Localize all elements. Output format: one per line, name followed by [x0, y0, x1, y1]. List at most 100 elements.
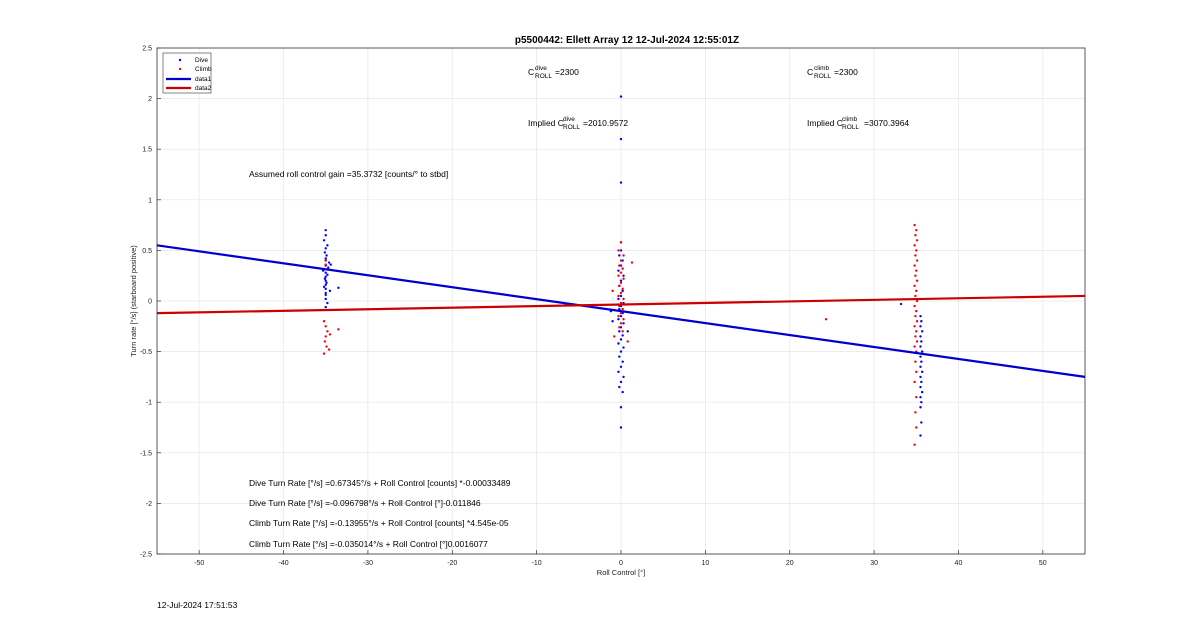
dive-point — [324, 291, 327, 295]
series-layer — [156, 95, 1086, 446]
dive-point — [322, 285, 326, 289]
climb-point — [327, 348, 331, 351]
climb-point — [621, 287, 624, 291]
climb-point — [915, 320, 919, 323]
y-tick-label: 1 — [148, 197, 152, 204]
climb-point — [914, 274, 917, 277]
climb-point — [622, 318, 625, 321]
implied-dive-sup: dive — [563, 116, 575, 123]
x-tick-label: 40 — [955, 560, 963, 567]
dive-point — [324, 271, 327, 274]
dive-point — [920, 330, 924, 333]
climb-point — [915, 259, 919, 262]
climb-point — [913, 345, 916, 348]
dive-point — [618, 254, 621, 257]
fit-climb-counts: Climb Turn Rate [°/s] =-0.13955°/s + Rol… — [249, 518, 509, 528]
implied-dive-annotation: Implied C dive ROLL =2010.9572 — [528, 116, 628, 131]
climb-point — [915, 279, 919, 282]
dive-point — [324, 234, 327, 237]
fit-dive-counts: Dive Turn Rate [°/s] =0.67345°/s + Roll … — [249, 478, 511, 488]
y-tick-label: 0.5 — [142, 248, 152, 255]
legend-climb-label: Climb — [195, 66, 212, 73]
climb-point — [913, 223, 916, 227]
y-axis: -2.5 -2 -1.5 -1 -0.5 0 0.5 1 1.5 2 2.5 — [140, 46, 161, 559]
climb-point — [915, 370, 918, 374]
fit-dive-degrees: Dive Turn Rate [°/s] =-0.096798°/s + Rol… — [249, 498, 481, 508]
dive-point — [920, 340, 923, 343]
climb-point — [617, 274, 620, 277]
climb-point — [915, 309, 918, 313]
dive-point — [920, 390, 924, 394]
x-tick-label: 0 — [619, 560, 623, 567]
dive-point — [619, 406, 623, 409]
climb-point — [913, 264, 916, 267]
dive-point — [919, 385, 922, 389]
implied-climb-sub: ROLL — [842, 124, 859, 131]
climb-point — [913, 325, 916, 328]
dive-point — [618, 355, 621, 358]
x-tick-label: -50 — [194, 560, 204, 567]
climb-point — [913, 244, 916, 247]
climb-point — [913, 304, 916, 308]
legend-dive-marker — [178, 58, 182, 62]
c-dive-sup: dive — [535, 65, 547, 72]
climb-point — [915, 269, 918, 272]
implied-dive-value: =2010.9572 — [583, 118, 628, 128]
dive-point — [919, 325, 922, 328]
roll-gain-annotation: Assumed roll control gain =35.3732 [coun… — [249, 169, 448, 179]
c-climb-sup: climb — [814, 65, 830, 72]
climb-point — [914, 294, 917, 298]
dive-point — [617, 297, 620, 301]
dive-point — [626, 330, 629, 333]
climb-point — [325, 345, 328, 348]
dive-point — [619, 350, 623, 353]
dive-point — [919, 375, 922, 379]
legend: Dive Climb data1 data2 — [162, 52, 212, 94]
dive-point — [617, 318, 620, 321]
climb-point — [621, 307, 624, 311]
climb-point — [619, 322, 623, 325]
climb-point — [611, 289, 614, 293]
climb-point — [618, 284, 621, 288]
dive-point — [621, 259, 624, 262]
dive-point — [622, 346, 625, 349]
dive-point — [919, 345, 922, 348]
dive-point — [324, 297, 327, 301]
dive-point — [920, 421, 923, 424]
x-tick-label: -40 — [278, 560, 288, 567]
y-tick-label: -1 — [146, 400, 152, 407]
data1-fit-line — [156, 244, 1086, 378]
dive-point — [920, 350, 924, 353]
y-tick-label: -0.5 — [140, 349, 152, 356]
climb-point — [626, 340, 629, 343]
c-climb-value: =2300 — [834, 67, 858, 77]
climb-point — [619, 281, 623, 284]
climb-point — [914, 314, 917, 318]
climb-point — [618, 264, 621, 267]
y-tick-label: -2 — [146, 501, 152, 508]
climb-point — [322, 320, 326, 323]
dive-point — [324, 283, 327, 287]
dive-point — [920, 370, 924, 374]
dive-point — [337, 286, 340, 290]
y-tick-label: -1.5 — [140, 450, 152, 457]
c-climb-sub: ROLL — [814, 73, 831, 80]
climb-point — [617, 249, 620, 252]
dive-point — [919, 365, 922, 368]
dive-point — [619, 338, 623, 341]
dive-point — [919, 355, 922, 358]
implied-climb-value: =3070.3964 — [864, 118, 909, 128]
climb-point — [915, 395, 918, 399]
climb-point — [324, 335, 327, 338]
dive-point — [619, 264, 623, 267]
climb-point — [619, 241, 623, 244]
climb-point — [622, 254, 625, 257]
y-tick-label: 2.5 — [142, 46, 152, 53]
climb-point — [915, 299, 919, 303]
climb-point — [915, 228, 918, 232]
dive-point — [619, 365, 623, 368]
legend-box — [162, 52, 212, 94]
dive-point — [619, 426, 623, 429]
dive-point — [323, 251, 327, 254]
